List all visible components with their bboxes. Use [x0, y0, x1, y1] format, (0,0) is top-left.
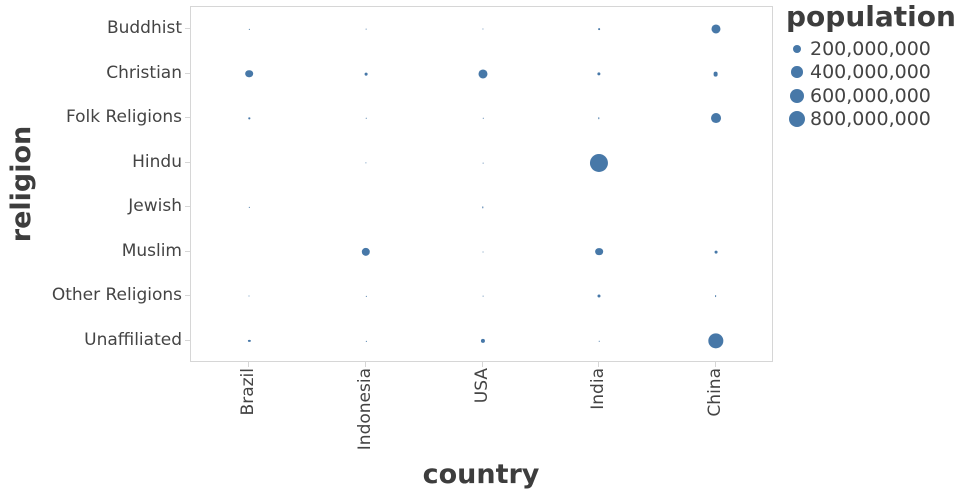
y-tick-label: Other Religions [51, 285, 182, 306]
y-tick-mark [185, 161, 190, 163]
y-tick-label: Christian [106, 62, 182, 83]
size-legend: population 200,000,000 400,000,000 600,000… [786, 0, 958, 131]
data-point[interactable] [595, 247, 603, 256]
data-point[interactable] [364, 72, 368, 76]
data-point[interactable] [481, 28, 484, 30]
legend-items: 200,000,000 400,000,000 600,000,000 800,000… [786, 37, 958, 131]
data-point[interactable] [713, 71, 719, 77]
y-tick-label: Hindu [132, 151, 182, 172]
data-point[interactable] [365, 162, 367, 164]
legend-circle-icon [791, 66, 803, 79]
legend-symbol-slot [786, 44, 808, 53]
x-axis-title: country [422, 459, 540, 490]
x-tick-label: China [704, 368, 725, 417]
y-tick-label: Unaffiliated [84, 329, 182, 350]
data-point[interactable] [710, 113, 721, 124]
data-point[interactable] [708, 333, 724, 349]
legend-label: 400,000,000 [810, 61, 931, 84]
data-point[interactable] [597, 294, 601, 298]
data-point[interactable] [248, 339, 251, 342]
x-tick-mark [364, 362, 366, 367]
data-point[interactable] [477, 69, 488, 79]
y-tick-mark [185, 250, 190, 252]
data-point[interactable] [597, 72, 601, 76]
data-point[interactable] [365, 118, 367, 119]
data-point[interactable] [245, 69, 254, 78]
y-tick-mark [185, 117, 190, 119]
legend-circle-icon [789, 88, 805, 103]
y-tick-mark [185, 295, 190, 297]
legend-circle-icon [792, 44, 802, 53]
y-tick-mark [185, 206, 190, 208]
data-point[interactable] [481, 206, 484, 208]
data-point[interactable] [482, 295, 483, 297]
y-tick-mark [185, 28, 190, 30]
x-tick-label: Brazil [238, 368, 259, 416]
y-tick-mark [185, 339, 190, 341]
data-point[interactable] [598, 340, 600, 342]
data-point[interactable] [714, 295, 717, 298]
data-point[interactable] [365, 28, 367, 30]
legend-label: 800,000,000 [810, 108, 931, 131]
legend-item: 800,000,000 [786, 108, 958, 132]
legend-label: 200,000,000 [810, 37, 931, 60]
plot-area [190, 6, 773, 362]
data-point[interactable] [248, 295, 250, 297]
data-point[interactable] [248, 117, 250, 119]
x-tick-label: India [588, 368, 609, 410]
data-point[interactable] [590, 153, 609, 172]
y-tick-label: Buddhist [106, 18, 182, 39]
legend-item: 600,000,000 [786, 84, 958, 108]
legend-circle-icon [788, 111, 806, 128]
y-tick-label: Folk Religions [65, 107, 182, 128]
data-point[interactable] [598, 117, 600, 119]
legend-symbol-slot [786, 111, 808, 128]
x-tick-mark [481, 362, 483, 367]
legend-title: population [786, 0, 956, 33]
x-tick-mark [248, 362, 250, 367]
legend-label: 600,000,000 [810, 84, 931, 107]
data-point[interactable] [598, 28, 600, 31]
data-point[interactable] [480, 338, 485, 343]
legend-item: 400,000,000 [786, 61, 958, 85]
legend-item: 200,000,000 [786, 37, 958, 61]
data-point[interactable] [482, 162, 483, 164]
y-tick-mark [185, 72, 190, 74]
legend-symbol-slot [786, 88, 808, 103]
x-tick-label: Indonesia [354, 368, 375, 451]
y-tick-label: Muslim [121, 240, 182, 261]
data-point[interactable] [482, 251, 483, 253]
data-point[interactable] [361, 247, 371, 256]
x-tick-mark [598, 362, 600, 367]
y-axis-title: religion [6, 125, 37, 243]
legend-symbol-slot [786, 66, 808, 79]
data-point[interactable] [714, 250, 718, 254]
y-tick-label: Jewish [128, 196, 182, 217]
x-tick-mark [714, 362, 716, 367]
data-point[interactable] [711, 24, 721, 34]
